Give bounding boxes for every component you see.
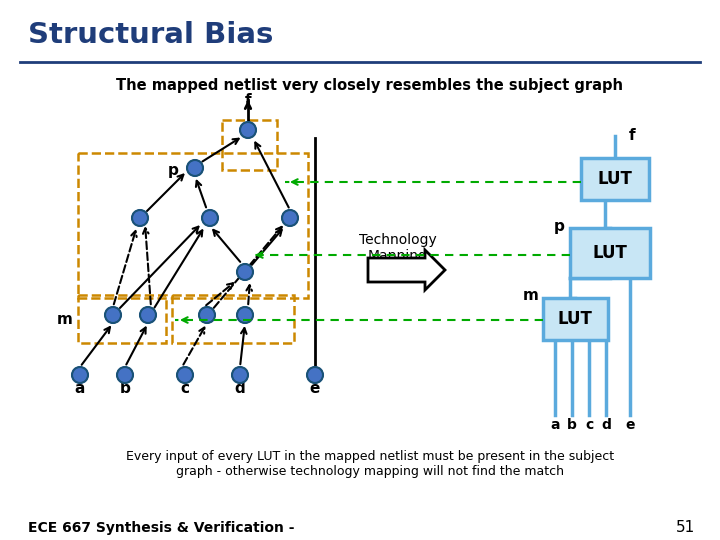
Text: a: a [75, 381, 85, 396]
Circle shape [132, 210, 148, 226]
Text: Structural Bias: Structural Bias [28, 21, 274, 49]
Text: b: b [120, 381, 130, 396]
Polygon shape [368, 250, 445, 290]
Text: f: f [629, 129, 636, 144]
Circle shape [117, 367, 133, 383]
Text: e: e [625, 418, 635, 432]
Circle shape [187, 160, 203, 176]
Circle shape [177, 367, 193, 383]
FancyBboxPatch shape [581, 158, 649, 200]
Text: LUT: LUT [598, 170, 632, 188]
FancyBboxPatch shape [570, 228, 650, 278]
FancyBboxPatch shape [542, 298, 608, 340]
Text: LUT: LUT [557, 310, 593, 328]
Circle shape [282, 210, 298, 226]
Text: Every input of every LUT in the mapped netlist must be present in the subject
gr: Every input of every LUT in the mapped n… [126, 450, 614, 478]
Circle shape [199, 307, 215, 323]
Bar [78, 153, 308, 298]
Circle shape [307, 367, 323, 383]
Bar [78, 295, 166, 343]
Circle shape [105, 307, 121, 323]
Text: f: f [245, 93, 251, 108]
Text: c: c [181, 381, 189, 396]
Text: d: d [235, 381, 246, 396]
Text: p: p [168, 163, 179, 178]
Circle shape [237, 264, 253, 280]
Circle shape [202, 210, 218, 226]
Text: b: b [567, 418, 577, 432]
Text: p: p [554, 219, 565, 233]
Text: d: d [601, 418, 611, 432]
Circle shape [140, 307, 156, 323]
Text: ECE 667 Synthesis & Verification -: ECE 667 Synthesis & Verification - [28, 521, 294, 535]
Circle shape [72, 367, 88, 383]
Bar [222, 120, 277, 170]
Text: c: c [585, 418, 593, 432]
Text: LUT: LUT [593, 244, 627, 262]
Bar [172, 295, 294, 343]
Circle shape [240, 122, 256, 138]
Text: Technology
Mapping: Technology Mapping [359, 233, 437, 263]
Text: The mapped netlist very closely resembles the subject graph: The mapped netlist very closely resemble… [117, 78, 624, 93]
Text: 51: 51 [676, 521, 695, 536]
Circle shape [232, 367, 248, 383]
Circle shape [237, 307, 253, 323]
Text: a: a [550, 418, 559, 432]
Text: e: e [310, 381, 320, 396]
Text: m: m [57, 313, 73, 327]
Text: m: m [523, 288, 539, 303]
